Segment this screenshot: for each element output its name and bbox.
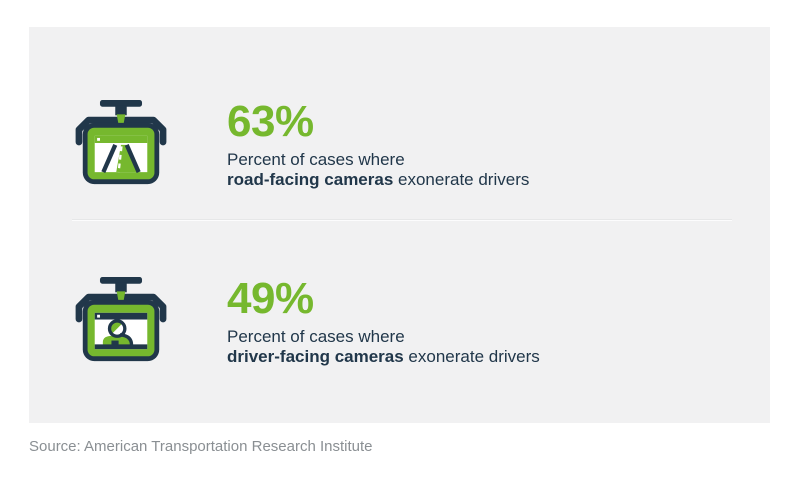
stat-desc-line1: Percent of cases where: [227, 150, 405, 169]
stat-description: Percent of cases where driver-facing cam…: [227, 327, 540, 367]
source-attribution: Source: American Transportation Research…: [29, 438, 373, 455]
stat-value: 63%: [227, 97, 314, 146]
stat-road-facing: 63% Percent of cases where road-facing c…: [73, 100, 723, 220]
divider: [72, 219, 732, 221]
stat-description: Percent of cases where road-facing camer…: [227, 150, 529, 190]
stat-desc-rest: exonerate drivers: [393, 170, 530, 189]
stat-desc-bold: road-facing cameras: [227, 170, 394, 189]
stat-driver-facing: 49% Percent of cases where driver-facing…: [73, 277, 723, 397]
driver-facing-camera-icon: [73, 277, 169, 365]
stat-value: 49%: [227, 274, 314, 323]
stats-panel: 63% Percent of cases where road-facing c…: [29, 27, 770, 423]
stat-desc-bold: driver-facing cameras: [227, 347, 404, 366]
stat-desc-rest: exonerate drivers: [403, 347, 540, 366]
stat-text-driver: 49% Percent of cases where driver-facing…: [227, 277, 540, 367]
stat-desc-line1: Percent of cases where: [227, 327, 405, 346]
stat-text-road: 63% Percent of cases where road-facing c…: [227, 100, 529, 190]
road-facing-camera-icon: [73, 100, 169, 188]
